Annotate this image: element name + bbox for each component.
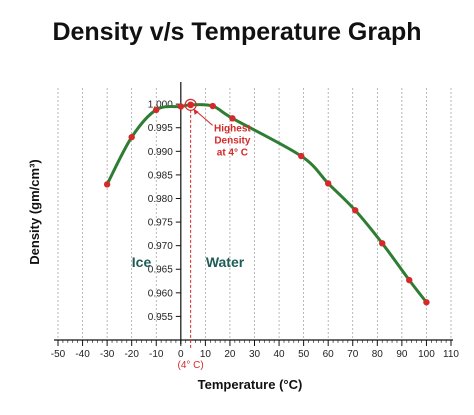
axes: [54, 82, 453, 346]
x-tick-label: -10: [149, 349, 164, 360]
y-tick-label: 1.000: [148, 100, 173, 111]
x-tick-labels: -50 -40 -30 -20 -10 0 10 20 30 40 50 60 70 80 90 100 110: [51, 349, 460, 360]
region-label-water: Water: [206, 254, 245, 270]
data-point: [177, 103, 185, 110]
x-tick-label: 110: [443, 349, 459, 360]
x-tick-label: -40: [75, 349, 90, 360]
y-tick-label: 0.955: [148, 312, 173, 323]
x-axis-title: Temperature (°C): [198, 377, 303, 392]
data-point: [153, 106, 160, 114]
x-tick-label: 10: [200, 349, 212, 360]
y-tick-label: 0.960: [148, 288, 173, 299]
x-tick-label: -30: [100, 349, 115, 360]
data-points: [103, 98, 430, 306]
x-tick-label: 0: [178, 349, 184, 360]
data-point: [297, 152, 305, 160]
x-tick-label: 90: [396, 349, 408, 360]
data-point: [423, 299, 430, 306]
x-tick-label: 20: [224, 349, 236, 360]
x-tick-label: 100: [418, 349, 435, 360]
data-point: [229, 115, 236, 122]
data-point: [379, 240, 386, 247]
x-tick-label: -20: [124, 349, 139, 360]
grid-lines: [57, 88, 452, 340]
data-point: [406, 276, 413, 284]
x-tick-label: 40: [274, 349, 286, 360]
x-tick-label: -50: [51, 349, 66, 360]
data-point: [128, 133, 135, 141]
highlight-label: at 4° C: [217, 147, 248, 158]
x-tick-label: 80: [372, 349, 384, 360]
y-tick-label: 0.975: [148, 218, 173, 229]
y-tick-label: 0.990: [148, 147, 173, 158]
x-tick-label: 30: [249, 349, 261, 360]
y-tick-label: 0.985: [148, 170, 173, 181]
y-tick-label: 0.970: [148, 241, 173, 252]
y-axis-title: Density (gm/cm³): [27, 159, 42, 264]
highlight-x-label: (4° C): [178, 360, 204, 371]
x-tick-label: 50: [298, 349, 310, 360]
region-label-ice: Ice: [132, 254, 152, 270]
y-tick-label: 0.995: [148, 123, 173, 134]
x-tick-label: 60: [323, 349, 335, 360]
data-point: [209, 102, 216, 110]
data-point: [324, 180, 332, 187]
highlight-label: Density: [214, 135, 251, 146]
chart-title: Density v/s Temperature Graph: [52, 18, 422, 46]
y-tick-label: 0.965: [148, 265, 173, 276]
highlight-arrow-head: [193, 108, 199, 115]
x-tick-label: 70: [347, 349, 359, 360]
y-tick-label: 0.980: [148, 194, 173, 205]
y-tick-labels: 0.955 0.960 0.965 0.970 0.975 0.980 0.985 0.990…: [148, 100, 173, 323]
data-point: [103, 181, 111, 188]
data-point: [352, 207, 359, 214]
highlight-label: Highest: [214, 123, 251, 134]
